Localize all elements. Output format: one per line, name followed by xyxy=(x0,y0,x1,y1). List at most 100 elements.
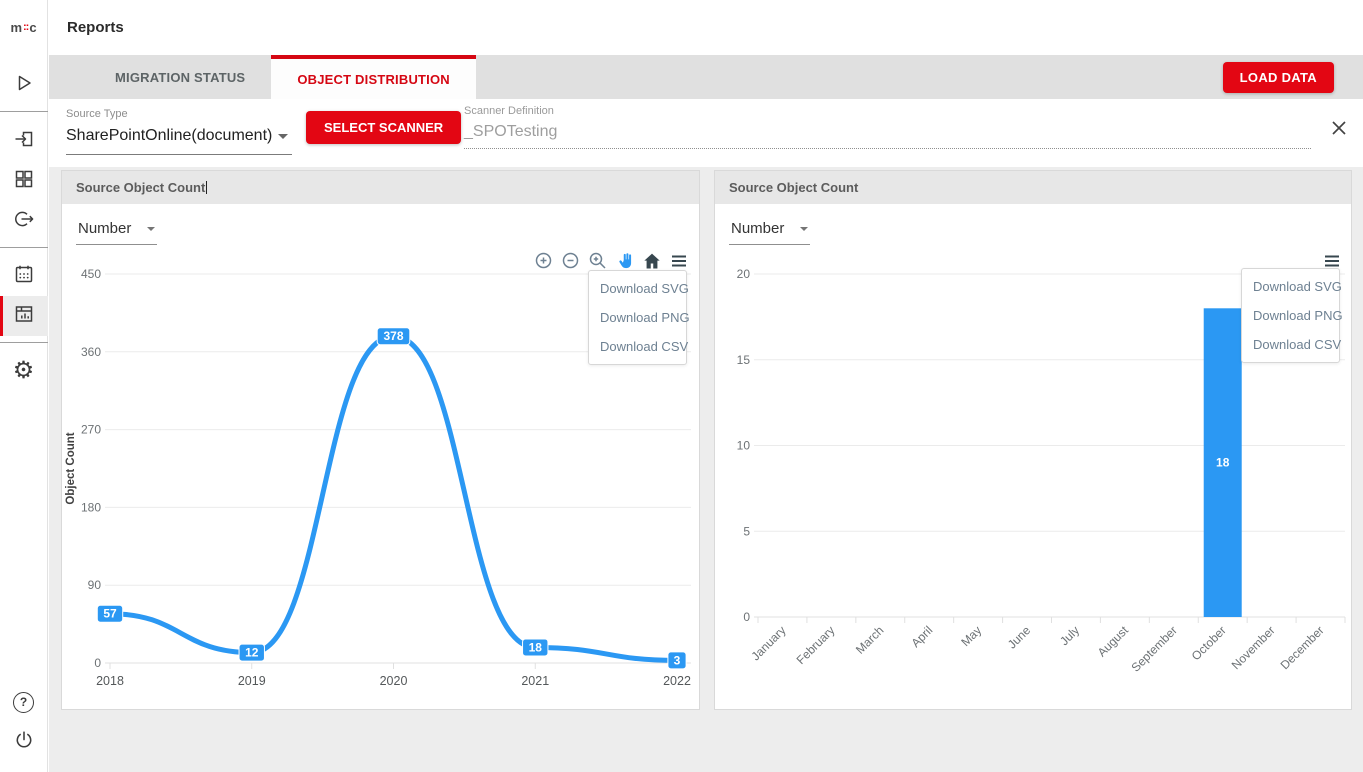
svg-text:December: December xyxy=(1278,623,1327,672)
page-title: Reports xyxy=(67,19,124,36)
menu-icon[interactable] xyxy=(1322,251,1342,271)
select-scanner-button[interactable]: SELECT SCANNER xyxy=(306,111,462,144)
sidebar-item-sign-out[interactable] xyxy=(0,201,48,241)
bar-chart-canvas[interactable]: 0 5 10 15 20 January February March April May June… xyxy=(718,249,1350,701)
sidebar-divider xyxy=(0,342,48,343)
calendar-icon xyxy=(12,262,36,291)
panel-title-field[interactable]: Source Object Count xyxy=(715,171,1351,204)
metric-value: Number xyxy=(731,220,785,237)
svg-text:90: 90 xyxy=(88,578,102,592)
logo-letter-c: c xyxy=(29,19,37,35)
menu-item-download-csv[interactable]: Download CSV xyxy=(600,339,689,354)
svg-text:18: 18 xyxy=(1216,456,1230,470)
chevron-down-icon xyxy=(147,226,156,231)
svg-text:10: 10 xyxy=(737,439,751,453)
svg-text:2022: 2022 xyxy=(663,674,691,688)
sidebar-item-run[interactable] xyxy=(0,65,48,105)
sign-in-icon xyxy=(12,127,36,156)
svg-text:378: 378 xyxy=(383,329,403,343)
svg-text:January: January xyxy=(748,623,788,663)
sign-out-icon xyxy=(12,207,36,236)
zoom-out-icon[interactable] xyxy=(561,251,581,271)
tab-bar: MIGRATION STATUS OBJECT DISTRIBUTION LOA… xyxy=(49,55,1363,99)
svg-text:April: April xyxy=(908,623,935,650)
line-chart-canvas[interactable]: 0 90 180 270 360 450 2018 2019 2020 2021 2022 Objec… xyxy=(65,249,697,701)
svg-text:October: October xyxy=(1189,623,1229,663)
power-icon xyxy=(13,729,35,756)
svg-text:2019: 2019 xyxy=(238,674,266,688)
metric-dropdown[interactable]: Number xyxy=(729,218,811,245)
menu-item-download-png[interactable]: Download PNG xyxy=(600,310,690,325)
svg-text:July: July xyxy=(1057,623,1082,648)
help-icon: ? xyxy=(13,691,34,713)
pan-icon[interactable] xyxy=(615,251,635,271)
chart-toolbar xyxy=(1322,251,1342,271)
svg-text:0: 0 xyxy=(94,656,101,670)
menu-item-download-svg[interactable]: Download SVG xyxy=(600,281,689,296)
chevron-down-icon xyxy=(278,133,288,139)
sidebar-item-power[interactable] xyxy=(0,722,48,762)
scanner-definition-field[interactable]: Scanner Definition _SPOTesting xyxy=(464,105,1311,149)
svg-text:360: 360 xyxy=(81,345,101,359)
panel-source-object-count-line: Source Object Count Number xyxy=(61,170,700,710)
sidebar-divider xyxy=(0,247,48,248)
metric-value: Number xyxy=(78,220,132,237)
panel-title-field[interactable]: Source Object Count xyxy=(62,171,699,204)
play-icon xyxy=(12,71,36,100)
logo-letter-m: m xyxy=(10,19,22,35)
svg-text:2020: 2020 xyxy=(380,674,408,688)
svg-text:450: 450 xyxy=(81,267,101,281)
source-type-label: Source Type xyxy=(66,108,128,120)
home-reset-icon[interactable] xyxy=(642,251,662,271)
download-menu: Download SVG Download PNG Download CSV xyxy=(1241,268,1343,363)
bar-chart-region: Download SVG Download PNG Download CSV 0… xyxy=(718,249,1350,701)
tab-migration-status[interactable]: MIGRATION STATUS xyxy=(115,69,246,85)
metric-dropdown[interactable]: Number xyxy=(76,218,158,245)
sidebar-item-reports[interactable] xyxy=(0,296,48,336)
scanner-definition-value: _SPOTesting xyxy=(464,117,1311,149)
grid-icon xyxy=(12,167,36,196)
logo-dots: :: xyxy=(23,21,29,33)
close-icon[interactable] xyxy=(1328,117,1350,139)
selection-zoom-icon[interactable] xyxy=(588,251,608,271)
svg-text:15: 15 xyxy=(737,353,751,367)
tab-object-distribution[interactable]: OBJECT DISTRIBUTION xyxy=(271,55,476,99)
svg-text:May: May xyxy=(958,623,984,649)
svg-text:March: March xyxy=(853,623,886,656)
menu-item-download-csv[interactable]: Download CSV xyxy=(1253,337,1342,352)
svg-text:270: 270 xyxy=(81,423,101,437)
sidebar-item-schedule[interactable] xyxy=(0,256,48,296)
zoom-in-icon[interactable] xyxy=(534,251,554,271)
sidebar-item-settings[interactable]: ⚙ xyxy=(0,351,48,391)
menu-icon[interactable] xyxy=(669,251,689,271)
top-bar: Reports xyxy=(49,0,1363,55)
main-area: Reports MIGRATION STATUS OBJECT DISTRIBU… xyxy=(49,0,1363,772)
svg-text:February: February xyxy=(794,623,838,667)
svg-text:57: 57 xyxy=(103,607,117,621)
chart-toolbar xyxy=(534,251,689,271)
sidebar-item-help[interactable]: ? xyxy=(0,682,48,722)
panel-title: Source Object Count xyxy=(729,180,859,195)
chevron-down-icon xyxy=(800,226,809,231)
text-cursor xyxy=(206,181,208,194)
svg-text:2021: 2021 xyxy=(521,674,549,688)
load-data-button[interactable]: LOAD DATA xyxy=(1222,62,1334,93)
svg-text:12: 12 xyxy=(245,646,259,660)
svg-text:18: 18 xyxy=(529,640,543,654)
sidebar-item-sign-in[interactable] xyxy=(0,121,48,161)
svg-text:3: 3 xyxy=(674,653,681,667)
menu-item-download-svg[interactable]: Download SVG xyxy=(1253,279,1342,294)
svg-text:August: August xyxy=(1095,623,1132,660)
menu-item-download-png[interactable]: Download PNG xyxy=(1253,308,1343,323)
svg-text:20: 20 xyxy=(737,267,751,281)
svg-text:September: September xyxy=(1129,623,1180,674)
sidebar-item-dashboard[interactable] xyxy=(0,161,48,201)
report-chart-icon xyxy=(12,302,36,331)
svg-text:180: 180 xyxy=(81,500,101,514)
app-logo[interactable]: m:: c xyxy=(10,0,36,54)
sidebar-divider xyxy=(0,111,48,112)
line-chart-region: Download SVG Download PNG Download CSV 0… xyxy=(65,249,697,701)
svg-text:November: November xyxy=(1229,623,1278,672)
source-type-select[interactable]: Source Type SharePointOnline(document) xyxy=(66,108,292,155)
svg-text:Object Count: Object Count xyxy=(65,432,77,504)
